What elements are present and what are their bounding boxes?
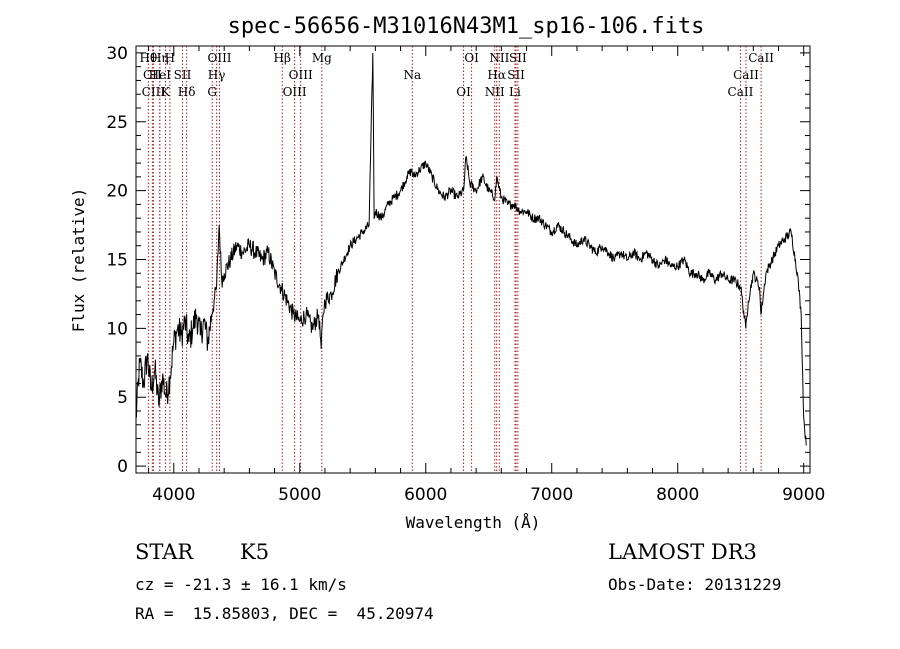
- coordinates: RA = 15.85803, DEC = 45.20974: [135, 604, 434, 623]
- x-tick-label: 5000: [278, 485, 321, 505]
- x-axis-label: Wavelength (Å): [406, 513, 541, 532]
- y-tick-label: 5: [117, 388, 128, 408]
- chart-title: spec-56656-M31016N43M1_sp16-106.fits: [228, 14, 705, 39]
- marker-label: NII: [485, 85, 505, 99]
- x-tick-label: 9000: [782, 485, 825, 505]
- y-tick-label: 25: [106, 113, 128, 133]
- x-tick-label: 4000: [152, 485, 195, 505]
- marker-label: Mg: [312, 51, 332, 65]
- marker-label: CaII: [728, 85, 754, 99]
- marker-label: OI: [464, 51, 479, 65]
- axis-ticks: 4000 5000 6000 7000 8000 9000 0 5 10 15 20 25 30: [106, 44, 825, 505]
- marker-label: Hγ: [208, 68, 226, 82]
- marker-label: Hθ: [139, 51, 157, 65]
- line-marker-labels: Hθ CII CIII Hη HeI K H SII Hδ OIII Hγ G Hβ OIII OIII Mg…: [139, 51, 774, 99]
- marker-label: Hη: [151, 51, 169, 65]
- marker-label: CII: [143, 68, 162, 82]
- obs-date: Obs-Date: 20131229: [608, 575, 782, 594]
- plot-frame: [135, 45, 811, 474]
- y-axis-label: Flux (relative): [69, 188, 88, 333]
- marker-label: CaII: [748, 51, 774, 65]
- marker-label: K: [161, 85, 171, 99]
- y-tick-label: 10: [106, 319, 128, 339]
- series-line: [135, 52, 807, 446]
- marker-label: Hβ: [274, 51, 291, 65]
- marker-label: SII: [174, 68, 192, 82]
- marker-label: SII: [507, 68, 525, 82]
- marker-label: OI: [456, 85, 471, 99]
- marker-label: G: [207, 85, 217, 99]
- x-tick-label: 6000: [404, 485, 447, 505]
- survey-name: LAMOST DR3: [608, 540, 757, 564]
- marker-label: Li: [509, 85, 521, 99]
- marker-label: HeI: [149, 68, 172, 82]
- marker-label: CaII: [733, 68, 759, 82]
- marker-label: Hδ: [178, 85, 196, 99]
- series-layer: [135, 52, 807, 446]
- marker-label: OIII: [207, 51, 231, 65]
- line-markers: [147, 46, 762, 473]
- y-tick-label: 15: [106, 251, 128, 271]
- y-tick-label: 30: [106, 44, 128, 64]
- marker-label: OIII: [283, 85, 307, 99]
- y-tick-label: 0: [117, 457, 128, 477]
- marker-label: Na: [403, 68, 421, 82]
- redshift-readout: cz = -21.3 ± 16.1 km/s: [135, 575, 347, 594]
- marker-label: SII: [509, 51, 527, 65]
- marker-label: Hα: [487, 68, 506, 82]
- object-subclass: K5: [240, 540, 270, 564]
- object-class: STAR: [135, 540, 194, 564]
- x-tick-label: 7000: [530, 485, 573, 505]
- x-tick-label: 8000: [656, 485, 699, 505]
- y-tick-label: 20: [106, 182, 128, 202]
- marker-label: CIII: [142, 85, 166, 99]
- marker-label: OIII: [289, 68, 313, 82]
- marker-label: NII: [489, 51, 509, 65]
- marker-label: H: [165, 51, 175, 65]
